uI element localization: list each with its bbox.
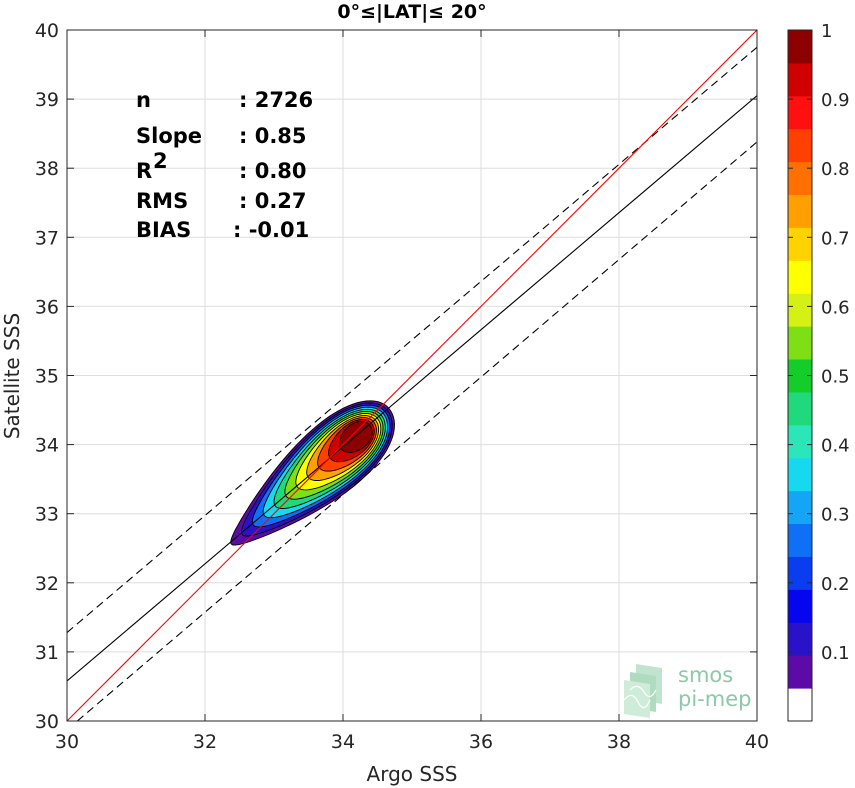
reference-lines	[67, 30, 757, 721]
colorbar-segment	[788, 523, 812, 557]
logo-text-line2: pi-mep	[678, 687, 751, 711]
colorbar-tick-label: 0.6	[821, 297, 850, 318]
stats-key-n: n	[136, 88, 151, 112]
x-tick-label: 30	[55, 731, 79, 753]
colorbar-tick-label: 0.2	[821, 574, 850, 595]
chart-title: 0°≤|LAT|≤ 20°	[337, 1, 486, 23]
logo-mark-icon	[623, 664, 662, 718]
y-tick-label: 38	[35, 158, 59, 180]
stats-value-rms: : 0.27	[239, 189, 307, 213]
x-tick-label: 36	[469, 731, 493, 753]
upper-band-line	[67, 46, 757, 633]
y-tick-label: 33	[35, 504, 59, 526]
stats-key-rms: RMS	[136, 189, 188, 213]
stats-value-n: : 2726	[239, 88, 313, 112]
stats-value-slope: : 0.85	[239, 124, 307, 148]
logo-text-line1: smos	[678, 663, 733, 687]
colorbar-segment	[788, 260, 812, 294]
one-to-one-line	[67, 30, 757, 721]
stats-box: n : 2726 Slope : 0.85 R 2 : 0.80 RMS : 0.27 BIAS:…	[136, 88, 313, 242]
colorbar-segment	[788, 391, 812, 426]
stats-key-slope: Slope	[136, 124, 202, 148]
colorbar-segment	[788, 293, 812, 327]
y-axis-label: Satellite SSS	[0, 313, 24, 439]
colorbar-tick-label: 0.8	[821, 159, 850, 180]
stats-value-r: : 0.80	[239, 159, 307, 183]
colorbar-tick-label: 0.7	[821, 228, 850, 249]
y-tick-label: 40	[35, 20, 59, 42]
colorbar-segment	[788, 622, 812, 656]
colorbar-segment	[788, 227, 812, 261]
stats-key-sup: 2	[153, 149, 168, 173]
colorbar-segment	[788, 490, 812, 525]
colorbar-tick-label: 0.3	[821, 505, 850, 526]
colorbar-tick-label: 1	[821, 21, 832, 42]
colorbar-segment	[788, 128, 812, 163]
y-tick-label: 32	[35, 573, 59, 595]
colorbar-segment	[788, 556, 812, 590]
colorbar-segment	[788, 688, 812, 722]
stats-key-r: R	[136, 159, 152, 183]
y-tick-label: 35	[35, 366, 59, 388]
y-tick-label: 36	[35, 296, 59, 318]
colorbar-tick-label: 0.5	[821, 367, 850, 388]
colorbar-segment	[788, 326, 812, 360]
y-tick-label: 37	[35, 227, 59, 249]
colorbar-tick-label: 0.9	[821, 90, 850, 111]
y-tick-label: 31	[35, 642, 59, 664]
x-tick-label: 38	[607, 731, 631, 753]
lower-band-line	[76, 141, 757, 721]
axis-ticks: 30 32 34 36 38 40 30 31 32 33 34 35 36 37 38 39 40	[35, 20, 769, 753]
y-tick-label: 39	[35, 89, 59, 111]
smos-pi-mep-logo: smos pi-mep	[623, 663, 751, 718]
x-tick-label: 32	[193, 731, 217, 753]
colorbar-segment	[788, 589, 812, 623]
y-tick-label: 30	[35, 711, 59, 733]
colorbar-segment	[788, 194, 812, 228]
colorbar-segment	[788, 30, 812, 64]
y-tick-label: 34	[35, 435, 59, 457]
stats-value-bias: : -0.01	[233, 218, 309, 242]
x-tick-label: 40	[745, 731, 769, 753]
colorbar-segment	[788, 95, 812, 130]
x-axis-label: Argo SSS	[367, 762, 458, 786]
colorbar-segment	[788, 457, 812, 492]
colorbar-segment	[788, 62, 812, 97]
colorbar-tick-label: 0.4	[821, 436, 850, 457]
colorbar-segment	[788, 161, 812, 196]
regression-line	[67, 95, 757, 682]
colorbar-segment	[788, 655, 812, 689]
x-tick-label: 34	[331, 731, 355, 753]
stats-key-bias: BIAS	[136, 218, 191, 242]
colorbar-tick-label: 0.1	[821, 643, 850, 664]
colorbar: 0.1 0.2 0.3 0.4 0.5 0.6 0.7 0.8 0.9 1	[787, 21, 850, 722]
colorbar-segment	[788, 424, 812, 459]
